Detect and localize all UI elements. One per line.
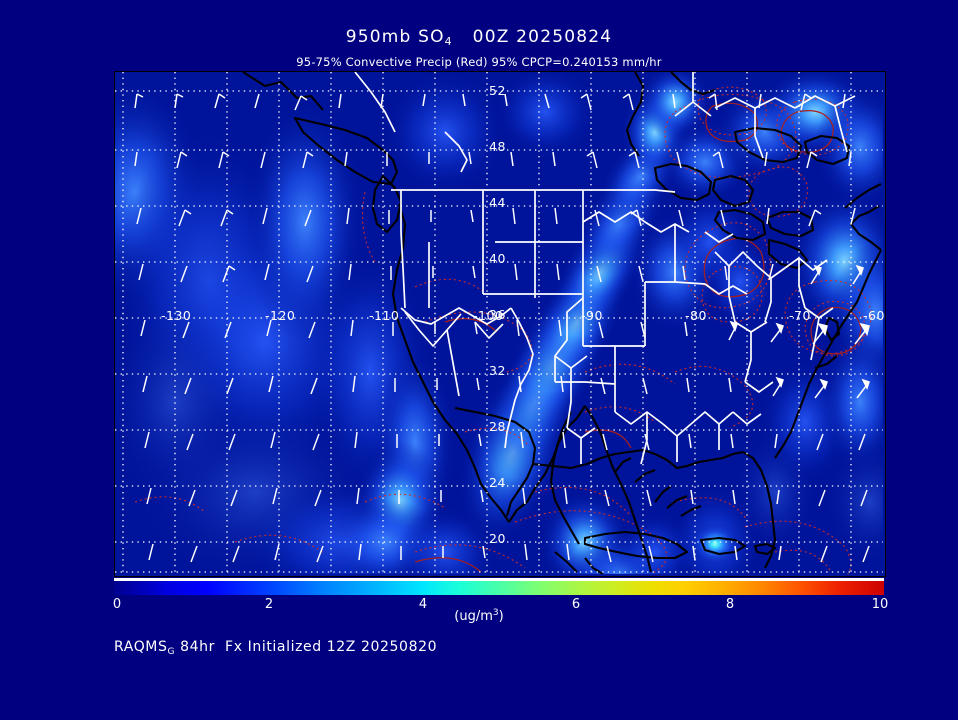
map-svg [115,72,883,574]
colorbar-tick-6: 6 [571,597,581,612]
colorbar-tick-8: 8 [725,597,735,612]
footer-model-subscript: G [167,647,176,657]
footer-model: RAQMS [114,639,168,655]
state-boundaries [354,72,856,465]
hispaniola-hotspot [689,522,741,566]
map-panel[interactable]: 52 48 44 40 36 32 28 24 20 -130 -120 -11… [114,71,886,577]
page-title: 950mb SO4 00Z 20250824 [0,27,958,48]
title-main-subscript: 4 [444,35,453,48]
map-canvas [115,72,883,574]
title-main-prefix: 950mb SO [345,27,445,47]
colorbar-tick-0: 0 [112,597,122,612]
title-main-suffix: 00Z 20250824 [452,27,613,47]
units-exponent: 3 [492,608,499,618]
units-open: (ug/m [454,609,493,624]
colorbar-tick-10: 10 [871,597,889,612]
footer-detail: 84hr Fx Initialized 12Z 20250820 [175,639,438,655]
colorbar-top-line [114,578,884,581]
units-close: ) [498,609,504,624]
colorbar-tick-4: 4 [418,597,428,612]
page-subtitle: 95-75% Convective Precip (Red) 95% CPCP=… [296,55,662,69]
convective-precip-contours [134,86,872,574]
wind-barbs [134,93,870,563]
colorbar-tick-2: 2 [264,597,274,612]
footer-caption: RAQMSG 84hr Fx Initialized 12Z 20250820 [114,639,437,657]
colorbar[interactable]: 0 2 4 6 8 10 [112,578,888,617]
coastlines [242,72,882,574]
precip-solid-contours [414,102,862,573]
colorbar-units-label: (ug/m3) [0,608,958,624]
colorbar-tick-labels: 0 2 4 6 8 10 [112,595,888,617]
colorbar-gradient[interactable] [114,581,884,595]
